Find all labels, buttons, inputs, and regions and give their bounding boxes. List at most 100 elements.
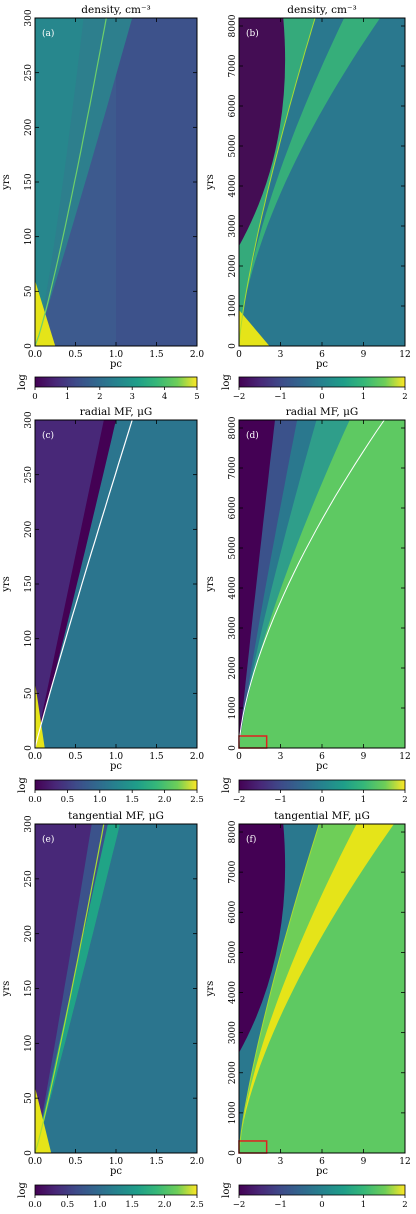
y-tick-label: 2000	[228, 1061, 238, 1084]
x-tick-label: 1.0	[109, 350, 124, 360]
y-tick-label: 0	[228, 745, 238, 751]
colorbar	[238, 779, 406, 791]
x-tick-label: 1.5	[149, 350, 164, 360]
colorbar-label: log	[221, 374, 232, 390]
colorbar-tick-label: 2.5	[190, 1200, 204, 1210]
x-tick-label: 9	[361, 1157, 367, 1167]
x-tick-label: 1.0	[109, 1157, 124, 1167]
y-tick-label: 5000	[228, 536, 238, 559]
colorbar-tick-label: 0	[32, 392, 37, 402]
colorbar-tick-label: 2	[97, 392, 102, 402]
panel-title: radial MF, μG	[80, 406, 153, 418]
colorbar-tick-label: 0.0	[28, 1200, 42, 1210]
heatmap-image	[35, 420, 197, 748]
colorbar-tick-label: −2	[233, 795, 246, 805]
colorbar	[238, 376, 406, 388]
panel-title: radial MF, μG	[286, 406, 359, 418]
panel-d: radial MF, μG(d)0 3 6 9 12pc0100020003000400…	[205, 406, 411, 805]
y-tick-label: 150	[24, 980, 34, 997]
x-tick-label: 0.0	[28, 752, 43, 762]
heatmap-image	[35, 18, 197, 346]
x-tick-label: 0	[236, 350, 242, 360]
panel-label: (f)	[246, 834, 256, 845]
x-tick-label: 0.0	[28, 1157, 43, 1167]
x-tick-label: 0.5	[68, 752, 83, 762]
y-tick-label: 6000	[228, 94, 238, 117]
colorbar-tick-label: −1	[274, 392, 287, 402]
y-tick-label: 2000	[228, 656, 238, 679]
y-tick-label: 100	[24, 630, 34, 647]
outer-medium	[116, 18, 197, 346]
y-axis-label: yrs	[1, 174, 12, 191]
y-axis-label: yrs	[205, 576, 216, 593]
y-tick-label: 7000	[228, 860, 238, 883]
panel-title: tangential MF, μG	[274, 810, 370, 822]
panel-label: (b)	[246, 28, 259, 39]
panel-b: density, cm⁻³(b)0 3 6 9 12pc0100020003000400…	[205, 4, 411, 402]
x-tick-label: 3	[278, 1157, 284, 1167]
cavity	[239, 824, 286, 1053]
shock-front-line	[35, 18, 107, 346]
panel-f: tangential MF, μG(f)0 3 6 9 12pc010002000300…	[205, 810, 411, 1210]
x-axis-label: pc	[110, 761, 122, 772]
upper-inner	[35, 824, 92, 1153]
y-tick-label: 6000	[228, 496, 238, 519]
colorbar-tick-label: 5	[194, 392, 199, 402]
y-tick-label: 0	[228, 1150, 238, 1156]
panel-a: density, cm⁻³(a)0.0 0.5 1.0 1.5 2.0pc0501001…	[1, 4, 204, 402]
y-axis-label: yrs	[1, 981, 12, 998]
y-tick-label: 150	[24, 575, 34, 592]
y-tick-label: 4000	[228, 174, 238, 197]
heatmap-image	[35, 824, 197, 1153]
colorbar-tick-label: 0	[319, 392, 324, 402]
colorbar-tick-label: 2.0	[158, 1200, 172, 1210]
x-tick-label: 1.5	[149, 752, 164, 762]
colorbar-tick-label: 1	[361, 1200, 366, 1210]
y-tick-label: 200	[24, 520, 34, 537]
y-tick-label: 1000	[228, 294, 238, 317]
y-tick-label: 3000	[228, 1021, 238, 1044]
x-tick-label: 2.0	[190, 1157, 205, 1167]
y-tick-label: 0	[24, 343, 34, 349]
panel-label: (c)	[42, 430, 54, 441]
y-tick-label: 100	[24, 1034, 34, 1051]
x-tick-label: 6	[319, 1157, 325, 1167]
x-axis-label: pc	[316, 1166, 328, 1177]
x-tick-label: 2.0	[190, 752, 205, 762]
colorbar-tick-label: 0	[319, 1200, 324, 1210]
x-tick-label: 3	[278, 752, 284, 762]
y-tick-label: 8000	[228, 416, 238, 439]
shock-front-line	[35, 824, 105, 1153]
x-tick-label: 6	[319, 350, 325, 360]
band	[35, 824, 120, 1153]
y-tick-label: 4000	[228, 981, 238, 1004]
y-tick-label: 250	[24, 466, 34, 483]
x-axis-label: pc	[316, 359, 328, 370]
y-tick-label: 7000	[228, 456, 238, 479]
dark-band	[35, 420, 116, 748]
inner-gradient	[35, 18, 84, 346]
colorbar-tick-label: 0.0	[28, 795, 42, 805]
x-axis-label: pc	[110, 1166, 122, 1177]
x-tick-label: 1.5	[149, 1157, 164, 1167]
colorbar	[34, 376, 198, 388]
y-tick-label: 250	[24, 64, 34, 81]
front-line	[239, 18, 316, 346]
y-tick-label: 0	[24, 745, 34, 751]
y-tick-label: 50	[24, 285, 34, 297]
panel-label: (e)	[42, 834, 54, 845]
colorbar	[34, 1184, 198, 1196]
y-tick-label: 0	[24, 1150, 34, 1156]
white-line	[239, 420, 385, 748]
front-line	[239, 824, 320, 1153]
colorbar	[34, 779, 198, 791]
panel-title: tangential MF, μG	[68, 810, 164, 822]
y-tick-label: 300	[24, 411, 34, 428]
y-tick-label: 1000	[228, 1101, 238, 1124]
y-tick-label: 4000	[228, 576, 238, 599]
y-axis-label: yrs	[205, 981, 216, 998]
heatmap-image	[239, 18, 405, 346]
y-tick-label: 6000	[228, 901, 238, 924]
y-tick-label: 8000	[228, 820, 238, 843]
cavity	[239, 420, 275, 748]
